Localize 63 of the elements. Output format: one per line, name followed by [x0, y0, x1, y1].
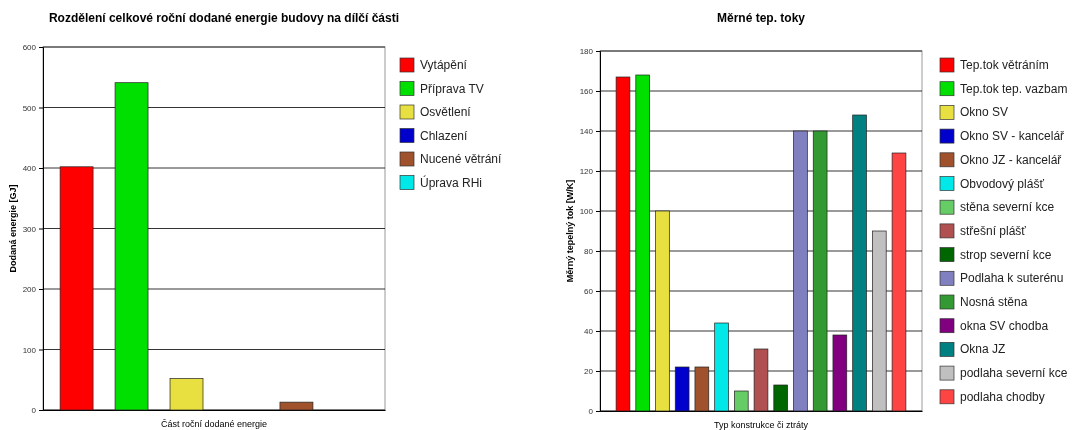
bar	[812, 130, 828, 412]
legend-label: Příprava TV	[420, 81, 484, 96]
legend-label: Nosná stěna	[960, 295, 1028, 309]
y-tick-label: 100	[579, 207, 594, 217]
legend-label: Osvětlení	[420, 105, 472, 119]
bar	[714, 322, 729, 412]
legend-label: Vytápění	[420, 58, 468, 72]
legend-label: okna SV chodba	[960, 318, 1049, 333]
legend-label: Tep.tok větráním	[960, 58, 1049, 72]
bar	[114, 82, 149, 411]
legend-label: Nucené větrání	[420, 152, 503, 166]
bar	[59, 166, 94, 411]
legend-label: Tep.tok tep. vazbam	[960, 81, 1068, 96]
y-tick-label: 500	[22, 103, 37, 113]
y-tick-label: 80	[584, 247, 594, 257]
y-tick-label: 20	[584, 367, 594, 377]
bar	[734, 390, 749, 412]
y-tick-label: 300	[22, 224, 37, 234]
bar	[832, 334, 848, 412]
y-axis-title: Měrný tepelný tok [W/K]	[565, 179, 575, 283]
bar	[694, 366, 710, 412]
y-tick-label: 60	[584, 287, 594, 297]
legend-label: Okno SV - kancelář	[960, 129, 1066, 144]
legend-label: Úprava RHi	[420, 174, 483, 190]
legend-label: stěna severní kce	[960, 200, 1055, 215]
chart-title: Měrné tep. toky	[716, 11, 806, 25]
y-tick-label: 180	[579, 47, 594, 57]
y-tick-label: 140	[579, 127, 594, 137]
bar	[773, 384, 788, 412]
legend-label: Podlaha k suterénu	[960, 271, 1064, 286]
bar	[753, 348, 769, 412]
chart-title: Rozdělení celkové roční dodané energie budovy na dílčí části	[48, 11, 400, 25]
bar	[674, 366, 690, 412]
y-tick-label: 120	[579, 167, 594, 177]
bar	[615, 76, 631, 412]
legend-label: podlaha chodby	[960, 389, 1045, 404]
y-tick-label: 400	[22, 164, 37, 174]
y-tick-label: 200	[22, 285, 37, 295]
bar	[852, 114, 867, 412]
y-tick-label: 100	[22, 345, 37, 355]
bar	[655, 210, 670, 412]
legend-label: Okno JZ - kancelář	[960, 152, 1063, 167]
legend-label: podlaha severní kce	[960, 366, 1068, 381]
bar	[891, 152, 907, 412]
legend-label: Okno SV	[960, 105, 1009, 120]
legend-label: Okna JZ	[960, 342, 1006, 357]
bar	[872, 230, 887, 412]
legend-label: střešní plášť	[960, 223, 1027, 238]
y-axis-title: Dodaná energie [GJ]	[8, 184, 18, 273]
x-axis-title: Typ konstrukce či ztráty	[713, 420, 809, 430]
y-tick-label: 160	[579, 87, 594, 97]
y-tick-label: 40	[584, 327, 594, 337]
legend-label: Chlazení	[420, 128, 469, 143]
y-tick-label: 0	[31, 406, 37, 416]
legend-label: strop severní kce	[960, 247, 1052, 262]
bar	[169, 378, 204, 411]
bar	[279, 401, 314, 411]
bar	[793, 130, 808, 412]
x-axis-title: Část roční dodané energie	[160, 419, 268, 429]
bar	[635, 74, 650, 412]
y-tick-label: 0	[588, 407, 594, 417]
legend-label: Obvodový plášť	[960, 176, 1045, 191]
y-tick-label: 600	[22, 43, 37, 53]
